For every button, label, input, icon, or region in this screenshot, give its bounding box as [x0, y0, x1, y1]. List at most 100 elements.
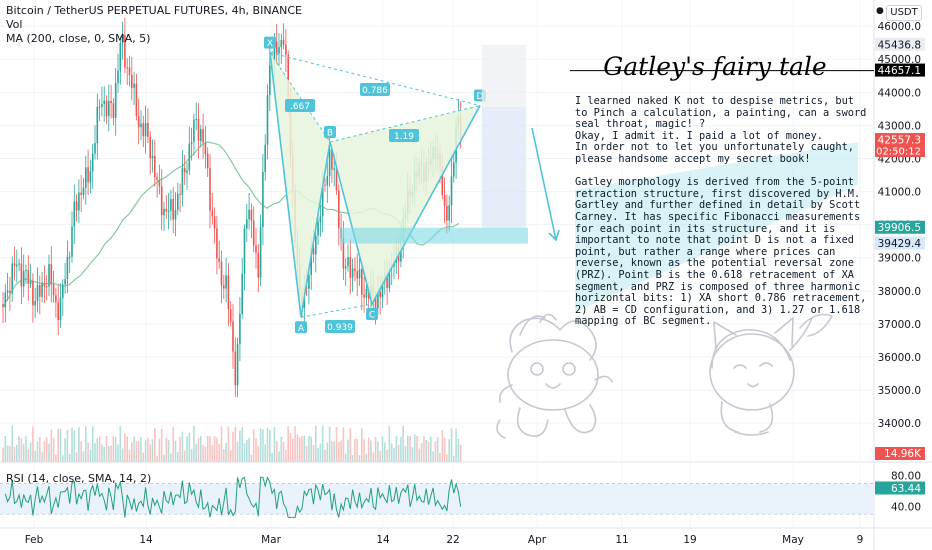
candle-body [85, 167, 87, 188]
candle-body [135, 83, 138, 117]
projection-arrow [531, 127, 557, 241]
ma-indicator-label[interactable]: MA (200, close, 0, SMA, 5) [6, 32, 151, 45]
volume-bar [110, 445, 112, 462]
volume-bar [333, 441, 335, 462]
volume-bar [243, 443, 246, 462]
volume-bar [370, 440, 372, 462]
candle-body [252, 220, 255, 246]
volume-bar [78, 427, 80, 462]
currency-selector[interactable]: USDT [886, 5, 922, 21]
volume-bar [223, 448, 225, 462]
volume-bar [2, 447, 4, 462]
candle-body [36, 285, 39, 302]
volume-bar [66, 429, 69, 462]
volume-bar [200, 436, 202, 462]
volume-bar [211, 445, 214, 462]
candle-body [317, 222, 319, 236]
volume-bar [262, 429, 264, 462]
candle-body [82, 187, 85, 195]
volume-bar [68, 453, 71, 462]
volume-bar [427, 442, 430, 462]
volume-bar [377, 441, 379, 462]
volume-bar [101, 444, 103, 462]
candle-body [358, 269, 361, 279]
volume-bar [62, 455, 64, 462]
rsi-value-tag [875, 481, 925, 495]
candle-body [333, 168, 335, 170]
candle-body [108, 100, 110, 117]
volume-bar [273, 427, 276, 462]
candle-body [128, 67, 131, 75]
text-highlight [575, 142, 858, 312]
candle-body [218, 258, 220, 262]
candle-body [75, 201, 78, 211]
target-zone [482, 44, 526, 108]
volume-bar [455, 428, 457, 462]
volume-bar [390, 443, 393, 462]
candle-body [195, 118, 197, 120]
candle-body [269, 65, 271, 96]
volume-bar [374, 437, 377, 462]
candle-body [278, 47, 280, 54]
candle-body [16, 264, 18, 267]
volume-bar [105, 436, 108, 462]
candle-body [216, 228, 218, 259]
candle-body [137, 116, 140, 128]
candle-body [149, 136, 151, 159]
volume-bar [82, 451, 85, 462]
candle-body [117, 70, 119, 84]
candle-body [39, 285, 41, 297]
candle-body [236, 343, 239, 386]
volume-bar [218, 444, 220, 462]
candle-body [186, 170, 188, 173]
volume-bar [372, 452, 375, 462]
candle-body [68, 256, 71, 258]
candle-body [6, 290, 9, 293]
volume-bar [446, 454, 448, 462]
candle-body [144, 122, 147, 137]
volume-bar [404, 445, 407, 462]
x-tick-label: 22 [446, 534, 459, 546]
candle-body [13, 263, 16, 267]
candle-body [11, 263, 13, 293]
volume-bar [16, 444, 18, 462]
candle-body [105, 100, 108, 117]
volume-bar [278, 451, 280, 462]
price-tag-label: 42557.3 [878, 135, 921, 147]
volume-bar [439, 452, 441, 462]
volume-bar [420, 443, 423, 462]
x-tick-label: Mar [261, 534, 281, 546]
candle-body [381, 281, 384, 298]
volume-bar [232, 431, 234, 462]
volume-bar [36, 441, 39, 462]
annotation-text: I learned naked K not to despise metrics… [575, 95, 867, 328]
candle-body [248, 209, 250, 220]
volume-bar [43, 440, 46, 462]
volume-bar [39, 436, 41, 462]
volume-bar [285, 450, 287, 462]
rsi-indicator-label[interactable]: RSI (14, close, SMA, 14, 2) [6, 472, 152, 485]
volume-indicator-label[interactable]: Vol [6, 18, 23, 31]
volume-bar [71, 427, 73, 462]
candle-body [110, 100, 112, 104]
volume-bar [119, 426, 122, 462]
candle-body [229, 309, 232, 322]
volume-bar [45, 437, 48, 462]
volume-bar [425, 439, 427, 462]
volume-bar [225, 442, 227, 462]
volume-bar [252, 429, 255, 462]
price-tag-label: 39429.4 [878, 238, 922, 250]
candle-body [18, 263, 20, 265]
volume-bar [411, 447, 414, 462]
pattern-point-badge [295, 321, 307, 334]
volume-bar [436, 437, 439, 462]
volume-bar [413, 434, 416, 462]
volume-bar [241, 427, 243, 462]
candle-body [315, 235, 317, 255]
volume-bar [172, 427, 174, 462]
candle-body [377, 291, 379, 309]
candle-body [34, 301, 36, 306]
candle-body [147, 122, 149, 137]
